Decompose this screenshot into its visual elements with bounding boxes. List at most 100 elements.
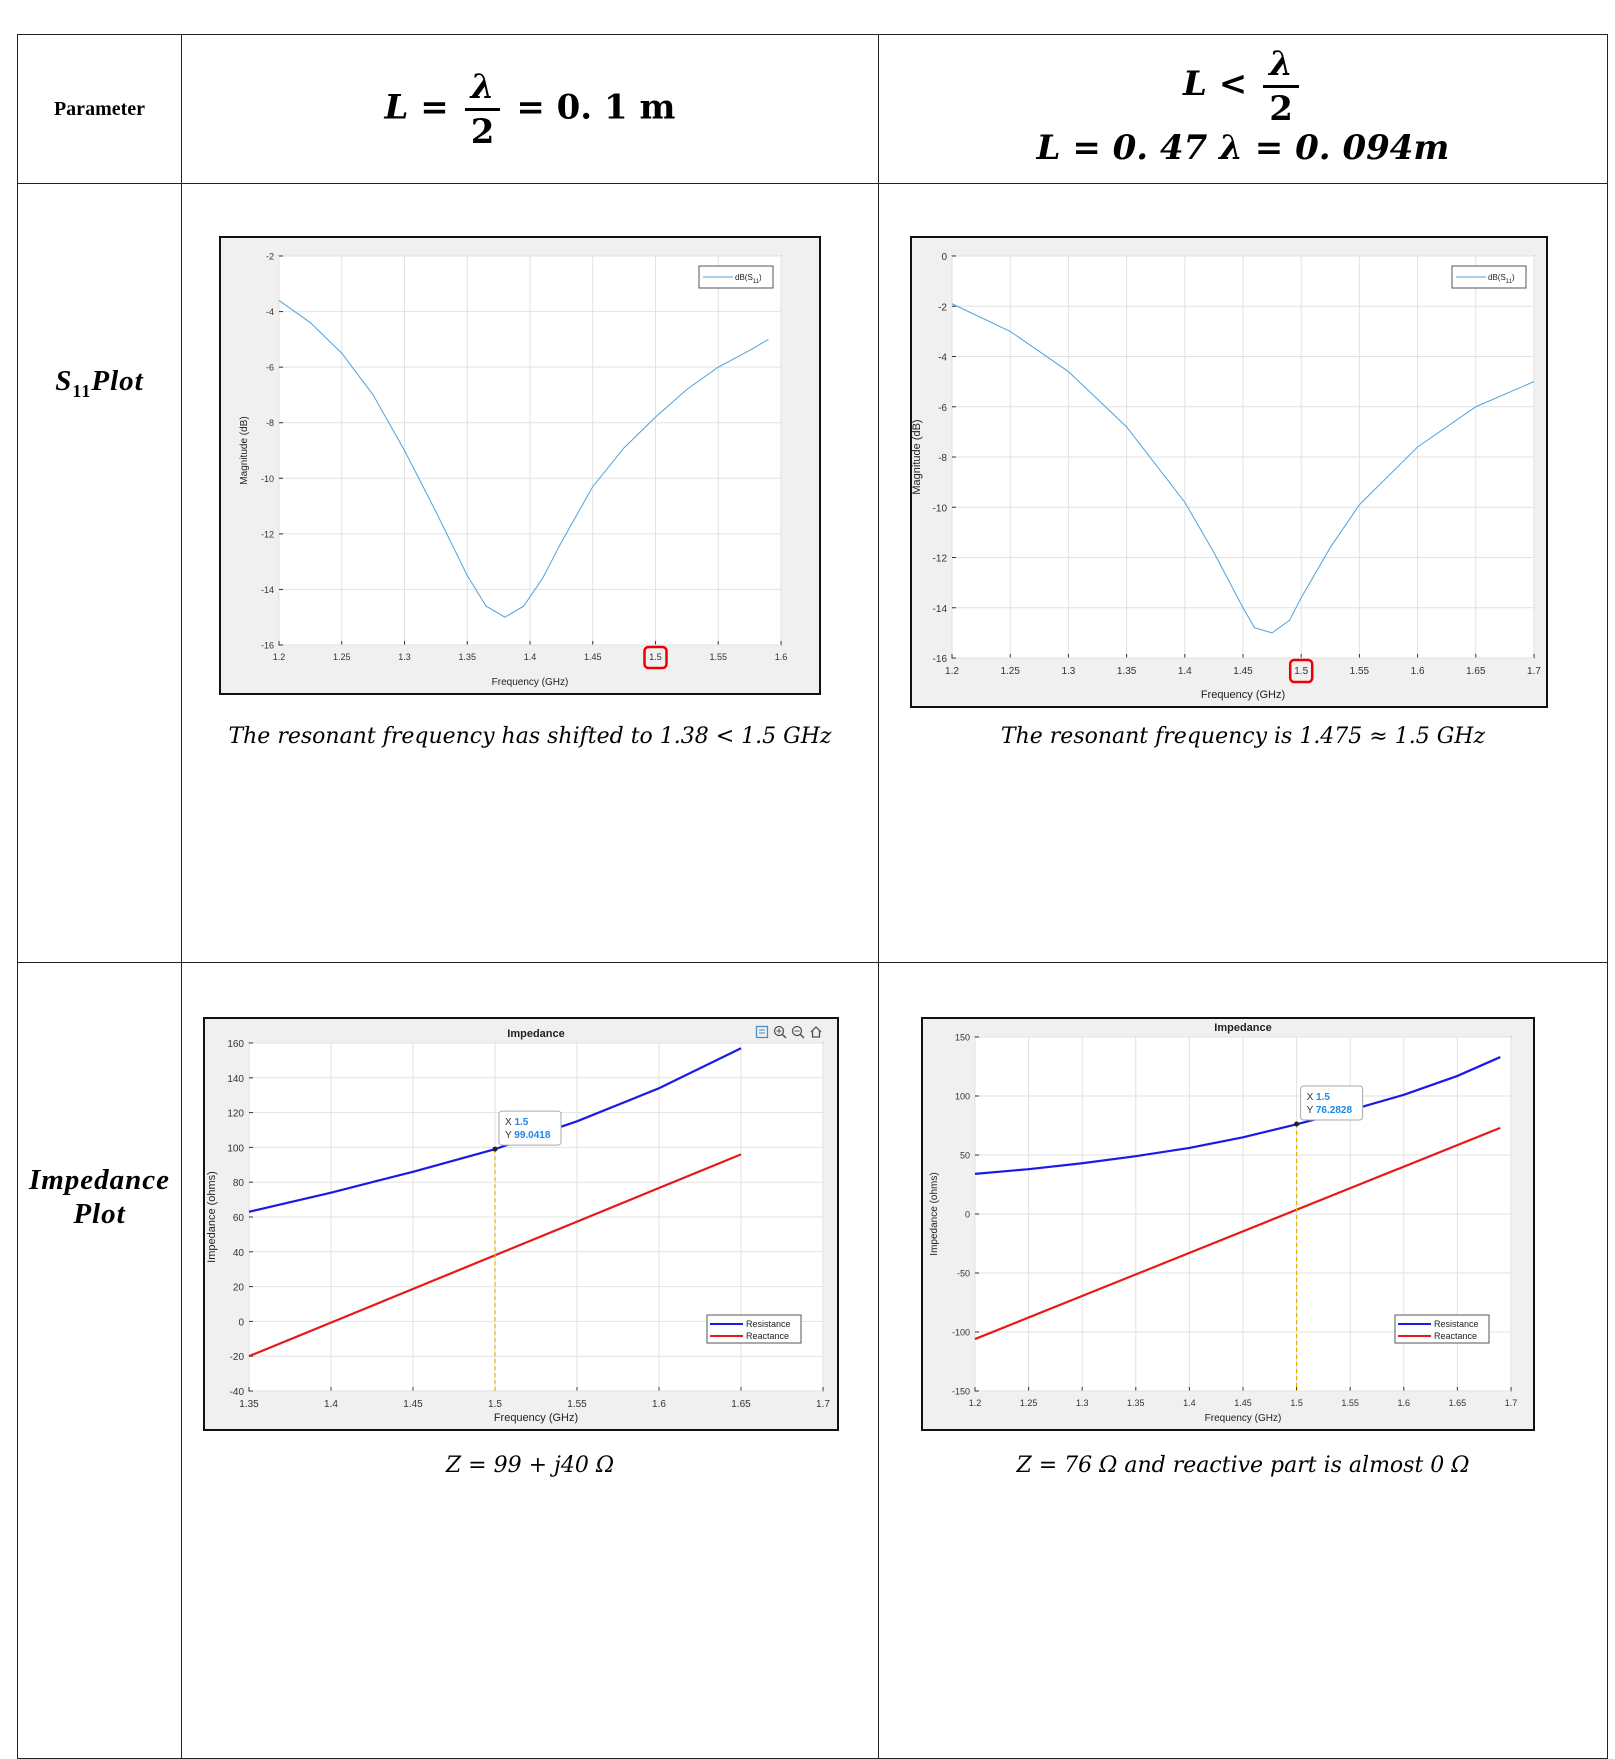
y-tick-label: 0 <box>941 252 947 263</box>
parameter-header: Parameter <box>17 34 182 184</box>
x-tick-label: 1.6 <box>775 652 788 662</box>
x-tick-label: 1.45 <box>584 652 602 662</box>
x-tick-label: 1.35 <box>239 1399 259 1410</box>
impedance-right-caption: Z = 76 Ω and reactive part is almost 0 Ω <box>1016 1453 1470 1478</box>
s11-left-cell: 1.2 1.25 1.3 1.35 1.4 1.45 1.5 1.55 1.6 -16 -14 -12… <box>181 183 879 963</box>
datatip-x: X 1.5 <box>505 1117 529 1128</box>
x-tick-label: 1.25 <box>1020 1398 1038 1408</box>
y-tick-label: 0 <box>965 1210 970 1220</box>
x-tick-label: 1.55 <box>567 1399 587 1410</box>
impedance-label-line2: Plot <box>73 1198 126 1230</box>
legend-label-sub: 11 <box>753 279 760 285</box>
s11-label-sub: 11 <box>72 380 92 401</box>
y-tick-label: 60 <box>233 1213 245 1224</box>
comparison-table: Parameter L = λ 2 = 0. 1 m L < λ 2 L = 0… <box>17 34 1608 1759</box>
x-tick-label: 1.25 <box>333 652 351 662</box>
y-tick-label: -14 <box>933 604 948 615</box>
highlight-marker <box>643 645 668 670</box>
y-tick-label: -150 <box>952 1387 970 1397</box>
x-tick-label: 1.4 <box>1183 1398 1196 1408</box>
y-tick-label: -14 <box>261 585 274 595</box>
datatip-point <box>1294 1121 1300 1127</box>
y-tick-label: -16 <box>933 654 948 665</box>
col2-fraction: λ 2 <box>1263 43 1299 130</box>
s11-right-caption: The resonant frequency is 1.475 ≈ 1.5 GH… <box>1000 724 1486 749</box>
y-tick-label: -10 <box>933 503 948 514</box>
x-tick-label: 1.45 <box>403 1399 423 1410</box>
x-tick-label: 1.65 <box>731 1399 751 1410</box>
y-tick-label: -6 <box>938 403 947 414</box>
col2-header: L < λ 2 L = 0. 47 λ = 0. 094m <box>878 34 1608 184</box>
s11-left-figure: 1.2 1.25 1.3 1.35 1.4 1.45 1.5 1.55 1.6 -16 -14 -12… <box>219 236 821 695</box>
x-tick-label: 1.55 <box>1341 1398 1359 1408</box>
y-tick-label: 100 <box>227 1143 244 1154</box>
s11-right-cell: 1.2 1.25 1.3 1.35 1.4 1.45 1.5 1.55 1.6 1.65 1.7 -1… <box>878 183 1608 963</box>
header-row: Parameter L = λ 2 = 0. 1 m L < λ 2 L = 0… <box>17 34 1608 184</box>
x-tick-label: 1.25 <box>1000 666 1020 677</box>
col2-frac-num: λ <box>1263 43 1299 88</box>
y-tick-label: 100 <box>955 1092 970 1102</box>
legend-label-rest: ) <box>759 273 762 282</box>
zoom-in-icon[interactable] <box>773 1025 787 1039</box>
zoom-out-icon[interactable] <box>791 1025 805 1039</box>
x-tick-label: 1.5 <box>1290 1398 1303 1408</box>
datatip-y: Y 76.2828 <box>1307 1105 1353 1116</box>
legend-box <box>1451 265 1527 289</box>
x-tick-label: 1.5 <box>649 652 662 662</box>
y-tick-label: -2 <box>266 252 274 262</box>
col2-lhs: L < <box>1183 64 1248 104</box>
impedance-row-label: Impedance Plot <box>17 962 182 1759</box>
legend-label: Resistance <box>746 1319 791 1329</box>
impedance-right-figure: 1.2 1.25 1.3 1.35 1.4 1.45 1.5 1.55 1.6 1.65 1.7 -1… <box>921 1017 1535 1431</box>
x-tick-label: 1.7 <box>1505 1398 1518 1408</box>
col1-lhs: L = <box>384 87 449 127</box>
x-tick-label: 1.55 <box>709 652 727 662</box>
series-line <box>974 1126 1501 1341</box>
legend-label: Reactance <box>1434 1331 1477 1341</box>
s11-row-label: S11Plot <box>17 183 182 963</box>
col1-fraction: λ 2 <box>464 66 501 153</box>
impedance-left-figure: 1.35 1.4 1.45 1.5 1.55 1.6 1.65 1.7 -40 -20 0 20 40 6… <box>203 1017 839 1431</box>
datatip-x: X 1.5 <box>1307 1092 1331 1103</box>
x-tick-label: 1.6 <box>652 1399 666 1410</box>
impedance-label-line1: Impedance <box>28 1164 171 1196</box>
y-tick-label: -4 <box>938 353 947 364</box>
legend-label: Reactance <box>746 1331 789 1341</box>
x-tick-label: 1.35 <box>1127 1398 1145 1408</box>
datatip-y-value: 99.0418 <box>514 1130 551 1141</box>
impedance-right-chart: 1.2 1.25 1.3 1.35 1.4 1.45 1.5 1.55 1.6 1.65 1.7 -1… <box>929 1022 1518 1424</box>
home-icon[interactable] <box>809 1025 823 1039</box>
y-tick-label: -20 <box>230 1352 245 1363</box>
x-tick-label: 1.7 <box>1527 666 1541 677</box>
x-tick-label: 1.55 <box>1350 666 1370 677</box>
x-axis-label: Frequency (GHz) <box>494 1412 578 1424</box>
x-tick-label: 1.2 <box>945 666 959 677</box>
y-tick-label: 0 <box>238 1317 244 1328</box>
x-axis-label: Frequency (GHz) <box>1205 1413 1282 1424</box>
x-tick-label: 1.7 <box>816 1399 830 1410</box>
s11-left-chart: 1.2 1.25 1.3 1.35 1.4 1.45 1.5 1.55 1.6 -16 -14 -12… <box>239 252 788 689</box>
x-tick-label: 1.35 <box>458 652 476 662</box>
s11-right-figure: 1.2 1.25 1.3 1.35 1.4 1.45 1.5 1.55 1.6 1.65 1.7 -1… <box>910 236 1548 708</box>
x-tick-label: 1.4 <box>324 1399 338 1410</box>
col2-line2: L = 0. 47 λ = 0. 094m <box>1036 128 1450 168</box>
legend-toggle-icon[interactable] <box>755 1025 769 1039</box>
y-tick-label: 80 <box>233 1178 245 1189</box>
col1-frac-num: λ <box>464 66 501 111</box>
y-tick-label: -16 <box>261 641 274 651</box>
x-tick-label: 1.4 <box>524 652 537 662</box>
s11-label-s: S <box>55 365 73 397</box>
y-tick-label: -12 <box>261 529 274 539</box>
x-axis-label: Frequency (GHz) <box>492 677 569 688</box>
col1-frac-den: 2 <box>470 111 495 152</box>
x-tick-label: 1.3 <box>1061 666 1075 677</box>
datatip-point <box>492 1146 498 1152</box>
y-tick-label: 120 <box>227 1109 244 1120</box>
x-tick-label: 1.45 <box>1234 1398 1252 1408</box>
x-tick-label: 1.65 <box>1466 666 1486 677</box>
y-tick-label: 140 <box>227 1074 244 1085</box>
y-tick-label: -50 <box>957 1269 970 1279</box>
y-tick-label: -10 <box>261 474 274 484</box>
legend-box <box>706 1314 802 1344</box>
s11-right-chart: 1.2 1.25 1.3 1.35 1.4 1.45 1.5 1.55 1.6 1.65 1.7 -1… <box>911 252 1541 701</box>
